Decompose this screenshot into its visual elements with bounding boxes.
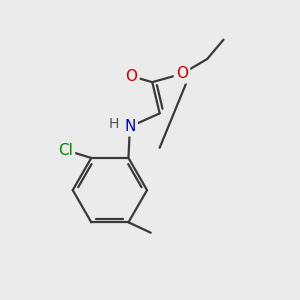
Text: O: O (176, 66, 188, 81)
Text: H: H (108, 117, 119, 131)
Text: O: O (125, 69, 137, 84)
Text: N: N (124, 119, 136, 134)
Text: Cl: Cl (58, 143, 73, 158)
